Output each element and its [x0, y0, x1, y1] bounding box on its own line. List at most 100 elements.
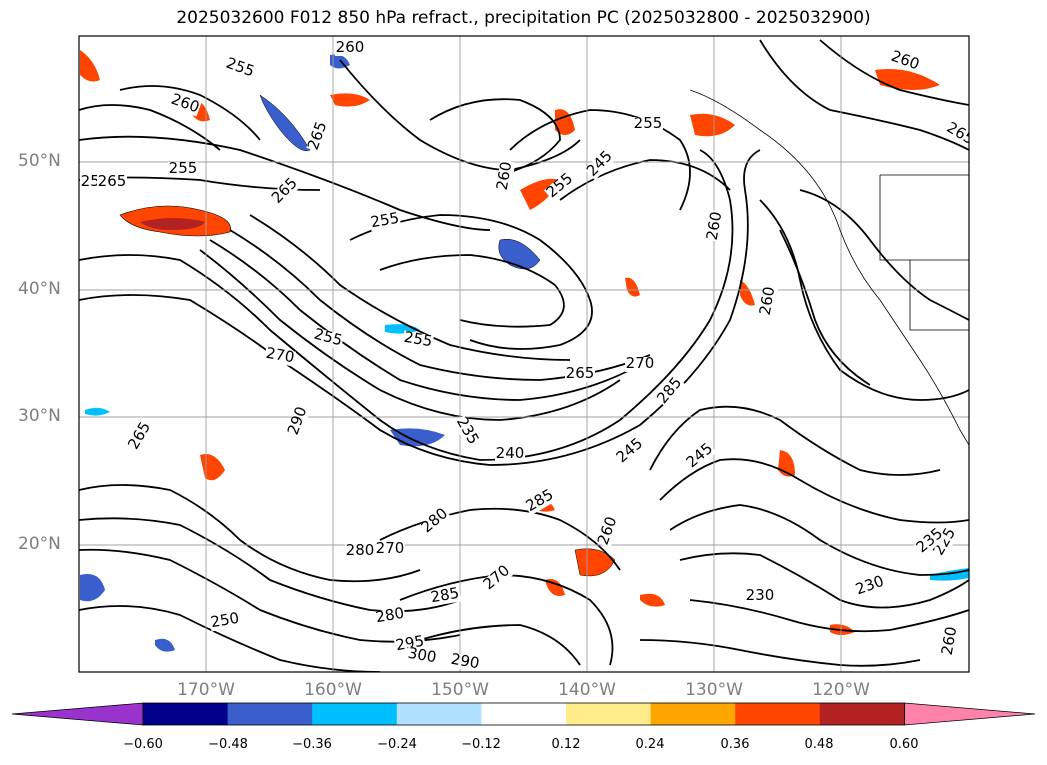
contour-label: 260 [493, 160, 516, 191]
colorbar-segment [819, 703, 905, 725]
colorbar-segment [227, 703, 313, 725]
contour-label-bg [401, 330, 434, 351]
contour-label: 265 [98, 172, 127, 190]
colorbar-segment [481, 703, 567, 725]
contour-label: 270 [265, 344, 296, 367]
map-title: 2025032600 F012 850 hPa refract., precip… [176, 8, 871, 28]
contour-label-bg [705, 210, 726, 243]
contour-label-bg [931, 525, 960, 559]
contour-label-bg [263, 346, 296, 367]
colorbar [11, 702, 1036, 726]
graticule [79, 36, 969, 672]
colorbar-tick: −0.12 [461, 737, 501, 752]
contour-label-bg [625, 357, 655, 372]
contour-label-bg [97, 175, 127, 190]
contour-label-bg [684, 440, 717, 472]
contour-label-bg [286, 404, 311, 438]
lat-label-20n: 20°N [18, 534, 61, 554]
contour-label-bg [853, 574, 887, 599]
contour-label-bg [345, 544, 375, 559]
contour-label-bg [495, 447, 525, 462]
colorbar-extend-low [11, 702, 144, 726]
coastline [689, 89, 969, 446]
colorbar-tick: 0.24 [635, 737, 665, 752]
contour-label-bg [633, 117, 663, 132]
colorbar-segment [735, 703, 821, 725]
contour-label: 260 [756, 285, 779, 316]
contour-label: 285 [429, 584, 460, 607]
contour-label-bg [168, 92, 202, 117]
lon-label-160w: 160°W [304, 680, 362, 700]
contour-label-bg [374, 606, 407, 627]
contour-label-bg [888, 49, 922, 74]
contour-label-bg [369, 211, 402, 232]
contour-label-bg [584, 148, 617, 181]
contour-label-bg [306, 119, 331, 153]
contour-label: 280 [346, 541, 375, 559]
colorbar-tick: 0.12 [551, 737, 581, 752]
contour-label: 290 [450, 650, 481, 673]
contour-label: 255 [634, 114, 663, 132]
contour-label: 255 [169, 159, 198, 177]
contour-label-bg [419, 505, 452, 537]
colorbar-segment [396, 703, 482, 725]
map-border [78, 35, 970, 673]
contour-label-bg [758, 285, 779, 318]
contour-label: 240 [496, 444, 525, 462]
contour-label-bg [544, 170, 577, 202]
contour-label-bg [495, 160, 516, 193]
lon-label-170w: 170°W [177, 680, 235, 700]
colorbar-segment [566, 703, 652, 725]
colorbar-tick: −0.24 [377, 737, 417, 752]
contour-label-bg [223, 56, 257, 81]
contour-label-bg [596, 514, 621, 548]
contour-label-bg [429, 586, 462, 607]
lon-label-130w: 130°W [685, 680, 743, 700]
lat-label-50n: 50°N [18, 151, 61, 171]
contour-label: 270 [376, 539, 405, 557]
lon-label-150w: 150°W [431, 680, 489, 700]
contour-label-bg [614, 435, 647, 467]
colorbar-segment [312, 703, 398, 725]
contour-label: 250 [209, 609, 240, 632]
contour-label-bg [565, 367, 595, 382]
contour-label: 265 [566, 364, 595, 382]
lon-label-120w: 120°W [812, 680, 870, 700]
contour-label-bg [168, 162, 198, 177]
contour-label-bg [209, 611, 242, 632]
contour-label-bg [311, 327, 345, 350]
contour-label-bg [654, 375, 686, 408]
contour-label-bg [745, 589, 775, 604]
colorbar-tick: −0.48 [208, 737, 248, 752]
contour-label-bg [335, 41, 365, 56]
lat-label-40n: 40°N [18, 279, 61, 299]
contour-label-bg [914, 525, 947, 557]
colorbar-tick: −0.36 [292, 737, 332, 752]
contour-label-bg [452, 414, 481, 448]
colorbar-segment [143, 703, 229, 725]
contour-label-bg [405, 646, 438, 667]
contour-label: 280 [374, 604, 405, 627]
contour-label-bg [943, 120, 969, 149]
contour-label: 260 [938, 625, 961, 656]
colorbar-tick: −0.60 [123, 737, 163, 752]
contour-label: 230 [746, 586, 775, 604]
colorbar-tick: 0.48 [804, 737, 834, 752]
contour-label-bg [940, 625, 961, 658]
contour-label: 300 [407, 644, 438, 667]
colorbar-frame [142, 702, 905, 726]
contour-label: 260 [703, 210, 726, 241]
lon-label-140w: 140°W [558, 680, 616, 700]
contour-label-bg [523, 487, 557, 516]
contour-label: 260 [336, 38, 365, 56]
contour-label-bg [448, 652, 481, 672]
lat-label-30n: 30°N [18, 406, 61, 426]
colorbar-tick: 0.60 [889, 737, 919, 752]
contour-label-bg [269, 175, 302, 208]
contour-label-bg [126, 419, 155, 453]
contour-label: 255 [369, 209, 400, 232]
colorbar-extend-high [904, 702, 1036, 726]
contour-label-bg [375, 542, 405, 557]
